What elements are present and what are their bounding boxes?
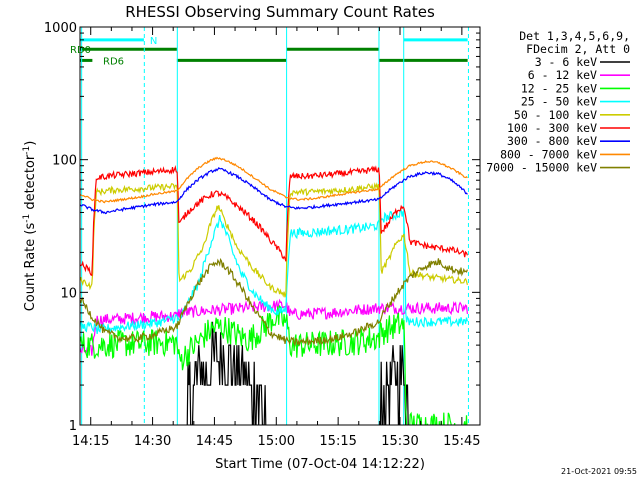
legend-entry-label: 100 - 300 keV bbox=[507, 121, 597, 135]
y-axis-label: Count Rate (s-1 detector-1) bbox=[22, 141, 38, 312]
legend-entry-label: 3 - 6 keV bbox=[535, 55, 597, 69]
legend-entry-label: 50 - 100 keV bbox=[514, 108, 597, 122]
series-line-9 bbox=[80, 257, 468, 347]
legend: Det 1,3,4,5,6,9, FDecim 2, Att 0 3 - 6 k… bbox=[486, 29, 630, 175]
x-tick-label: 14:15 bbox=[72, 434, 109, 449]
legend-entry-label: 12 - 25 keV bbox=[521, 81, 597, 95]
plot-frame bbox=[79, 26, 481, 426]
series-line-4 bbox=[80, 209, 468, 334]
y-tick-label: 10 bbox=[60, 286, 77, 301]
series-line-8 bbox=[80, 156, 468, 204]
y-tick-label: 100 bbox=[52, 154, 77, 169]
series-line-1 bbox=[186, 321, 409, 425]
legend-header-line-2: FDecim 2, Att 0 bbox=[526, 42, 630, 56]
y-tick-label: 1000 bbox=[44, 21, 77, 36]
flag-label-n: N bbox=[150, 36, 157, 47]
footer-timestamp: 21-Oct-2021 09:55 bbox=[561, 467, 637, 476]
legend-entry-label: 6 - 12 keV bbox=[528, 68, 597, 82]
series-line-5 bbox=[80, 182, 468, 298]
x-tick-label: 15:30 bbox=[381, 434, 418, 449]
legend-header-line-1: Det 1,3,4,5,6,9, bbox=[519, 29, 630, 43]
series-line-3 bbox=[80, 304, 468, 425]
legend-entry-label: 300 - 800 keV bbox=[507, 134, 597, 148]
chart-title: RHESSI Observing Summary Count Rates bbox=[125, 3, 435, 21]
series-line-7 bbox=[80, 167, 468, 215]
legend-entry-label: 25 - 50 keV bbox=[521, 95, 597, 109]
flag-label-rd6: RD6 bbox=[103, 56, 124, 67]
series-line-2 bbox=[80, 298, 468, 356]
x-tick-label: 15:15 bbox=[319, 434, 356, 449]
x-tick-label: 15:00 bbox=[258, 434, 295, 449]
x-tick-label: 14:45 bbox=[196, 434, 233, 449]
x-tick-label: 14:30 bbox=[134, 434, 171, 449]
legend-entry-label: 7000 - 15000 keV bbox=[486, 161, 597, 175]
legend-entry-label: 800 - 7000 keV bbox=[500, 147, 597, 161]
y-tick-label: 1 bbox=[69, 419, 77, 434]
series-line-6 bbox=[80, 164, 468, 277]
x-tick-label: 15:45 bbox=[443, 434, 480, 449]
x-axis-label: Start Time (07-Oct-04 14:12:22) bbox=[215, 457, 425, 472]
flag-label-rd0: RD0 bbox=[70, 45, 91, 56]
